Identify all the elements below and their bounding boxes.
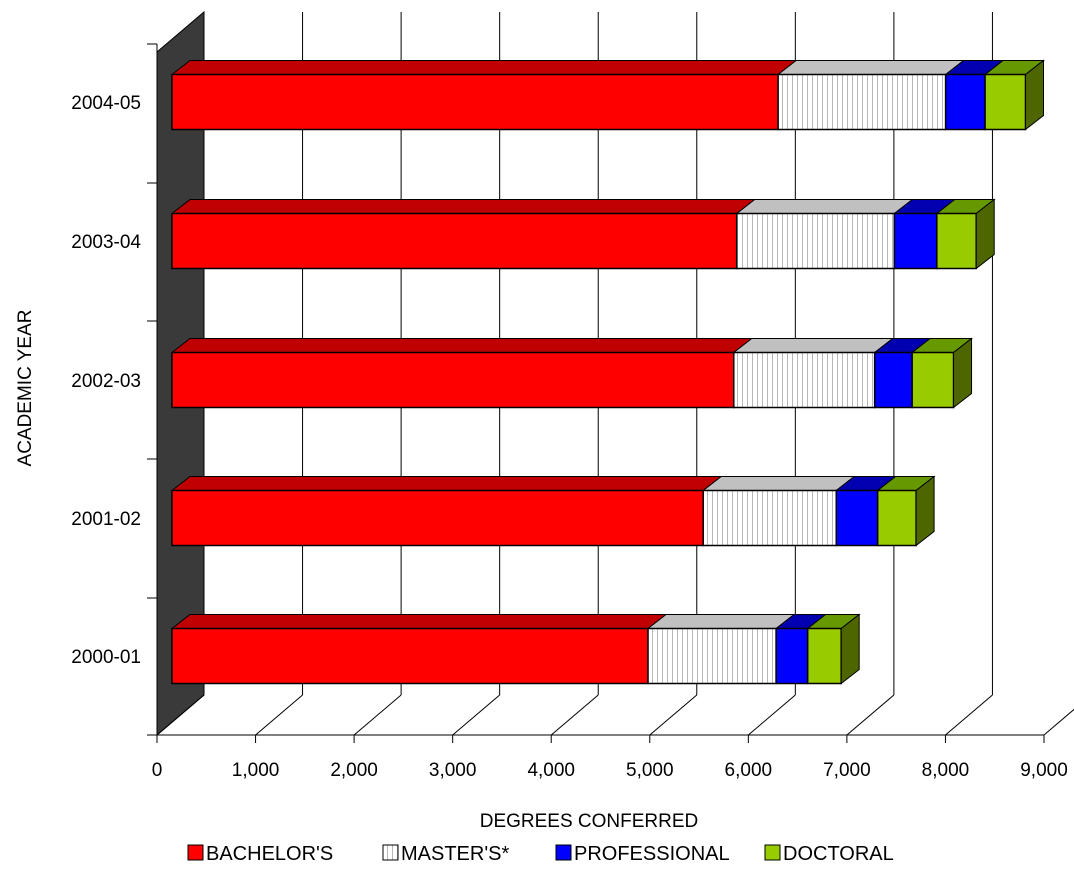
bar: [777, 73, 947, 131]
bar: [171, 212, 738, 270]
y-axis-title: ACADEMIC YEAR: [15, 310, 36, 467]
x-tick-label: 7,000: [823, 760, 871, 781]
x-tick-label: 3,000: [429, 760, 477, 781]
bar-top: [732, 338, 895, 353]
y-tick-labels: 2000-01 2001-02 2002-03 2003-04 2004-05: [71, 93, 141, 668]
bar: [171, 73, 779, 131]
bar: [873, 351, 913, 409]
gridline-floor: [452, 694, 500, 736]
bar-top: [170, 60, 798, 75]
bar: [733, 351, 876, 409]
bar-top: [170, 199, 757, 214]
legend-label: DOCTORAL: [783, 843, 894, 865]
bar: [806, 627, 842, 685]
gridline-floor: [156, 694, 205, 736]
legend-swatch: [764, 844, 781, 861]
legend-item: PROFESSIONAL: [555, 843, 730, 865]
x-tick-label: 6,000: [725, 760, 773, 781]
y-tick-label: 2004-05: [71, 93, 141, 114]
bar: [171, 627, 649, 685]
gridline-floor: [945, 694, 993, 736]
gridline-floor: [1043, 708, 1074, 736]
bar-top: [701, 476, 856, 491]
bar-top: [646, 614, 796, 629]
x-tick-labels: 0 1,000 2,000 3,000 4,000 5,000 6,000 7,000 8,00…: [152, 760, 1068, 781]
bar: [936, 212, 977, 270]
legend-label: PROFESSIONAL: [574, 843, 730, 865]
bar: [835, 489, 879, 547]
x-tick-label: 8,000: [922, 760, 970, 781]
gridline-floor: [255, 694, 303, 736]
x-tick-label: 2,000: [330, 760, 378, 781]
bar-top: [776, 60, 966, 75]
bar-side: [1024, 59, 1044, 131]
x-tick-label: 5,000: [626, 760, 674, 781]
gridline-floor: [649, 694, 698, 736]
legend-item: DOCTORAL: [764, 843, 894, 865]
bar: [911, 351, 955, 409]
y-tick-label: 2001-02: [71, 509, 141, 530]
legend-item: BACHELOR'S: [187, 843, 333, 865]
x-axis-title: DEGREES CONFERRED: [480, 811, 699, 832]
bar: [984, 73, 1027, 131]
bar-side: [840, 613, 860, 685]
legend-label: MASTER'S*: [401, 843, 509, 865]
legend-item: MASTER'S*: [382, 843, 509, 865]
bar-side: [953, 337, 973, 409]
gridline-floor: [550, 694, 599, 736]
bar: [171, 351, 735, 409]
bar: [775, 627, 809, 685]
bars: [170, 59, 1045, 685]
bar-top: [170, 614, 668, 629]
bar-top: [170, 476, 723, 491]
x-tick-label: 9,000: [1020, 760, 1068, 781]
x-tick-label: 4,000: [527, 760, 575, 781]
bar-side: [915, 475, 935, 547]
gridline-floor: [748, 694, 796, 736]
x-tick-label: 0: [152, 760, 163, 781]
gridline-floor: [846, 694, 895, 736]
bar: [876, 489, 917, 547]
bar: [647, 627, 777, 685]
legend-swatch: [555, 844, 572, 861]
legend-swatch: [382, 844, 399, 861]
bar: [702, 489, 838, 547]
y-tick-label: 2000-01: [71, 647, 141, 668]
y-tick-label: 2003-04: [71, 232, 141, 253]
bar-side: [975, 198, 995, 270]
x-tick-label: 1,000: [232, 760, 280, 781]
bar: [735, 212, 896, 270]
legend-label: BACHELOR'S: [206, 843, 333, 865]
gridline-floor: [353, 694, 402, 736]
y-tick-label: 2002-03: [71, 371, 141, 392]
legend-swatch: [187, 844, 204, 861]
bar: [944, 73, 986, 131]
legend: BACHELOR'S MASTER'S* PROFESSIONAL DOCTORAL: [187, 843, 894, 865]
bar-top: [170, 338, 754, 353]
axes: [147, 43, 1045, 743]
bar-top: [735, 199, 914, 214]
bar: [893, 212, 938, 270]
bar: [171, 489, 704, 547]
